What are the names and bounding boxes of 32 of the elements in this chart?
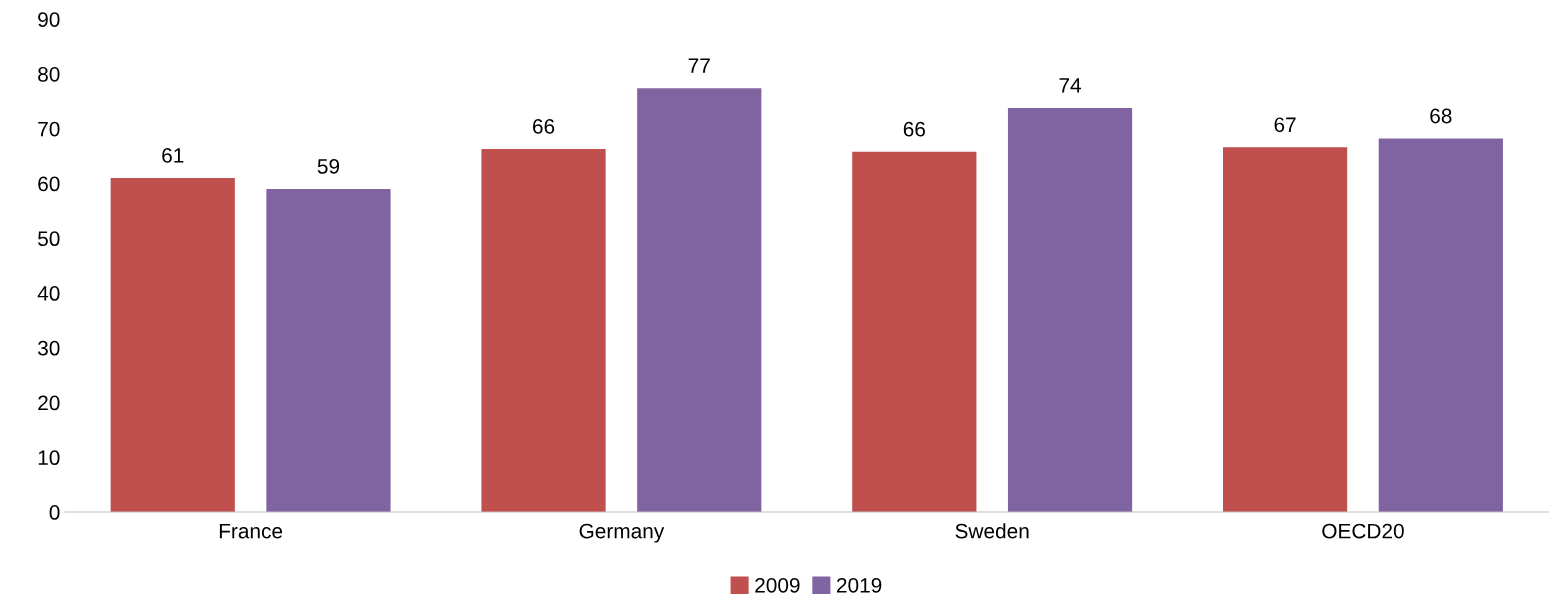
y-tick-label: 30 — [37, 340, 60, 356]
bar — [1222, 147, 1348, 513]
data-label: 61 — [162, 148, 184, 163]
y-tick-label: 0 — [49, 505, 60, 520]
data-label: 66 — [533, 119, 555, 134]
data-label: 74 — [1059, 78, 1082, 93]
y-tick-label: 90 — [38, 12, 60, 27]
data-label: 66 — [903, 121, 925, 137]
y-tick-label: 20 — [38, 395, 60, 411]
y-tick-label: 80 — [38, 66, 60, 82]
data-label: 59 — [317, 159, 340, 174]
bar — [852, 151, 977, 513]
x-tick-label: Germany — [579, 523, 665, 543]
y-tick-label: 10 — [38, 450, 60, 466]
x-tick-label: France — [219, 523, 283, 539]
y-tick-label: 50 — [38, 231, 60, 247]
data-label: 67 — [1274, 117, 1296, 133]
bar — [637, 88, 762, 513]
bar — [481, 149, 606, 513]
bar — [1007, 107, 1133, 513]
x-tick-label: Sweden — [955, 523, 1029, 539]
bar — [110, 178, 235, 513]
data-label: 68 — [1430, 108, 1452, 124]
bar — [1378, 138, 1503, 513]
y-tick-label: 60 — [38, 176, 60, 192]
x-tick-label: OECD20 — [1322, 523, 1404, 539]
legend-label: 2019 — [837, 577, 882, 593]
y-tick-label: 70 — [38, 121, 60, 137]
bar — [266, 188, 391, 513]
data-label: 77 — [688, 58, 710, 73]
y-tick-label: 40 — [37, 286, 60, 301]
legend-label: 2009 — [755, 577, 800, 593]
